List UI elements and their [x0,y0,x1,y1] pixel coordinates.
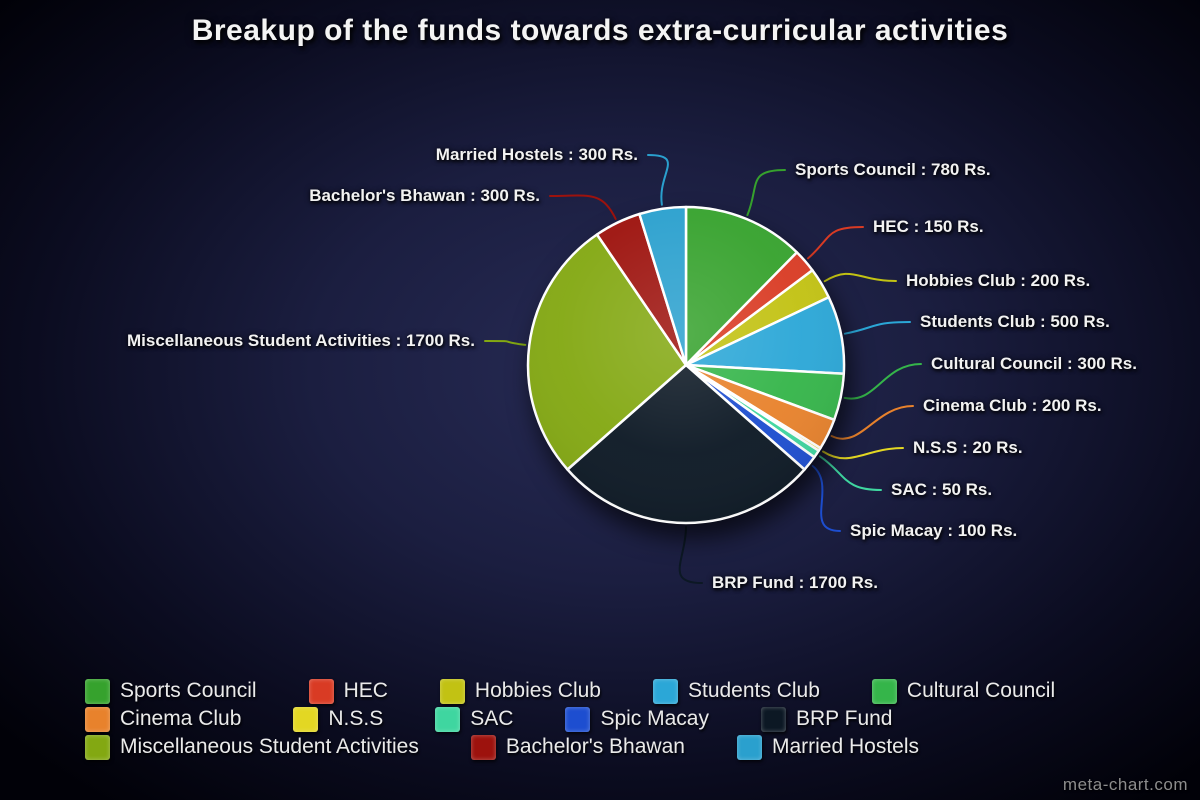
leader-line-bachelor-s-bhawan [549,194,617,220]
callout-sac: SAC : 50 Rs. [891,480,993,499]
legend-item-cultural-council: Cultural Council [871,678,1056,704]
leader-line-sports-council [746,169,786,217]
legend-swatch-hec [308,678,334,704]
legend: Sports Council HEC Hobbies Club Students Cl… [85,677,1055,761]
legend-swatch-married-hostels [736,734,762,760]
callout-cultural-council: Cultural Council : 300 Rs. [931,354,1137,373]
pie-slices [526,205,846,525]
legend-swatch-sports-council [85,678,110,704]
leader-line-cinema-club [830,405,914,440]
legend-item-bachelor-s-bhawan: Bachelor's Bhawan [470,734,685,760]
legend-item-spic-macay: Spic Macay [565,706,709,732]
legend-row: Miscellaneous Student Activities Bachelor… [85,733,1055,761]
legend-label: Hobbies Club [474,679,601,702]
legend-label: Married Hostels [771,735,919,758]
legend-swatch-miscellaneous-student-activities [85,734,110,760]
legend-label: Miscellaneous Student Activities [120,735,419,758]
legend-label: HEC [343,679,388,702]
legend-swatch-hobbies-club [439,678,465,704]
callout-hec: HEC : 150 Rs. [873,217,984,236]
callout-married-hostels: Married Hostels : 300 Rs. [435,145,638,164]
leader-line-n-s-s [822,447,904,460]
leader-line-brp-fund [678,526,703,584]
legend-item-hobbies-club: Hobbies Club [439,678,601,704]
legend-label: N.S.S [328,707,384,730]
legend-swatch-sac [435,706,461,732]
legend-label: SAC [470,707,514,730]
leader-line-hec [807,226,864,260]
legend-swatch-spic-macay [565,706,591,732]
legend-label: Students Club [687,679,820,702]
leader-line-cultural-council [843,363,922,400]
legend-item-sports-council: Sports Council [85,678,257,704]
legend-row: Sports Council HEC Hobbies Club Students Cl… [85,677,1055,705]
legend-label: Sports Council [120,679,257,702]
legend-swatch-cinema-club [85,706,110,732]
legend-item-sac: SAC [435,706,514,732]
legend-swatch-brp-fund [760,706,786,732]
callout-cinema-club: Cinema Club : 200 Rs. [923,396,1102,415]
legend-label: Cinema Club [120,707,242,730]
leader-line-married-hostels [647,154,669,206]
callout-miscellaneous-student-activities: Miscellaneous Student Activities : 1700 … [127,331,475,350]
legend-label: Bachelor's Bhawan [505,735,685,758]
callout-spic-macay: Spic Macay : 100 Rs. [850,521,1018,540]
legend-item-brp-fund: BRP Fund [760,706,893,732]
leader-line-students-club [843,321,911,335]
legend-item-miscellaneous-student-activities: Miscellaneous Student Activities [85,734,419,760]
leader-line-sac [818,455,882,491]
legend-item-cinema-club: Cinema Club [85,706,242,732]
legend-item-married-hostels: Married Hostels [736,734,919,760]
callout-sports-council: Sports Council : 780 Rs. [795,160,991,179]
leader-line-miscellaneous-student-activities [484,339,527,346]
legend-label: Cultural Council [906,679,1056,702]
callout-bachelor-s-bhawan: Bachelor's Bhawan : 300 Rs. [309,186,540,205]
legend-swatch-cultural-council [871,678,897,704]
callout-brp-fund: BRP Fund : 1700 Rs. [712,573,878,592]
callout-n-s-s: N.S.S : 20 Rs. [913,438,1023,457]
callout-students-club: Students Club : 500 Rs. [920,312,1110,331]
legend-item-hec: HEC [308,678,388,704]
legend-row: Cinema Club N.S.S SAC Spic Macay BRP Fund [85,705,1055,733]
leader-line-hobbies-club [823,272,897,283]
legend-label: Spic Macay [600,707,709,730]
legend-label: BRP Fund [795,707,893,730]
legend-item-n-s-s: N.S.S [293,706,384,732]
legend-swatch-students-club [652,678,678,704]
legend-item-students-club: Students Club [652,678,820,704]
callout-hobbies-club: Hobbies Club : 200 Rs. [906,271,1091,290]
legend-swatch-n-s-s [293,706,319,732]
watermark: meta-chart.com [1062,775,1188,794]
leader-line-spic-macay [811,465,841,532]
chart-title: Breakup of the funds towards extra-curri… [191,14,1009,47]
legend-swatch-bachelor-s-bhawan [470,734,496,760]
